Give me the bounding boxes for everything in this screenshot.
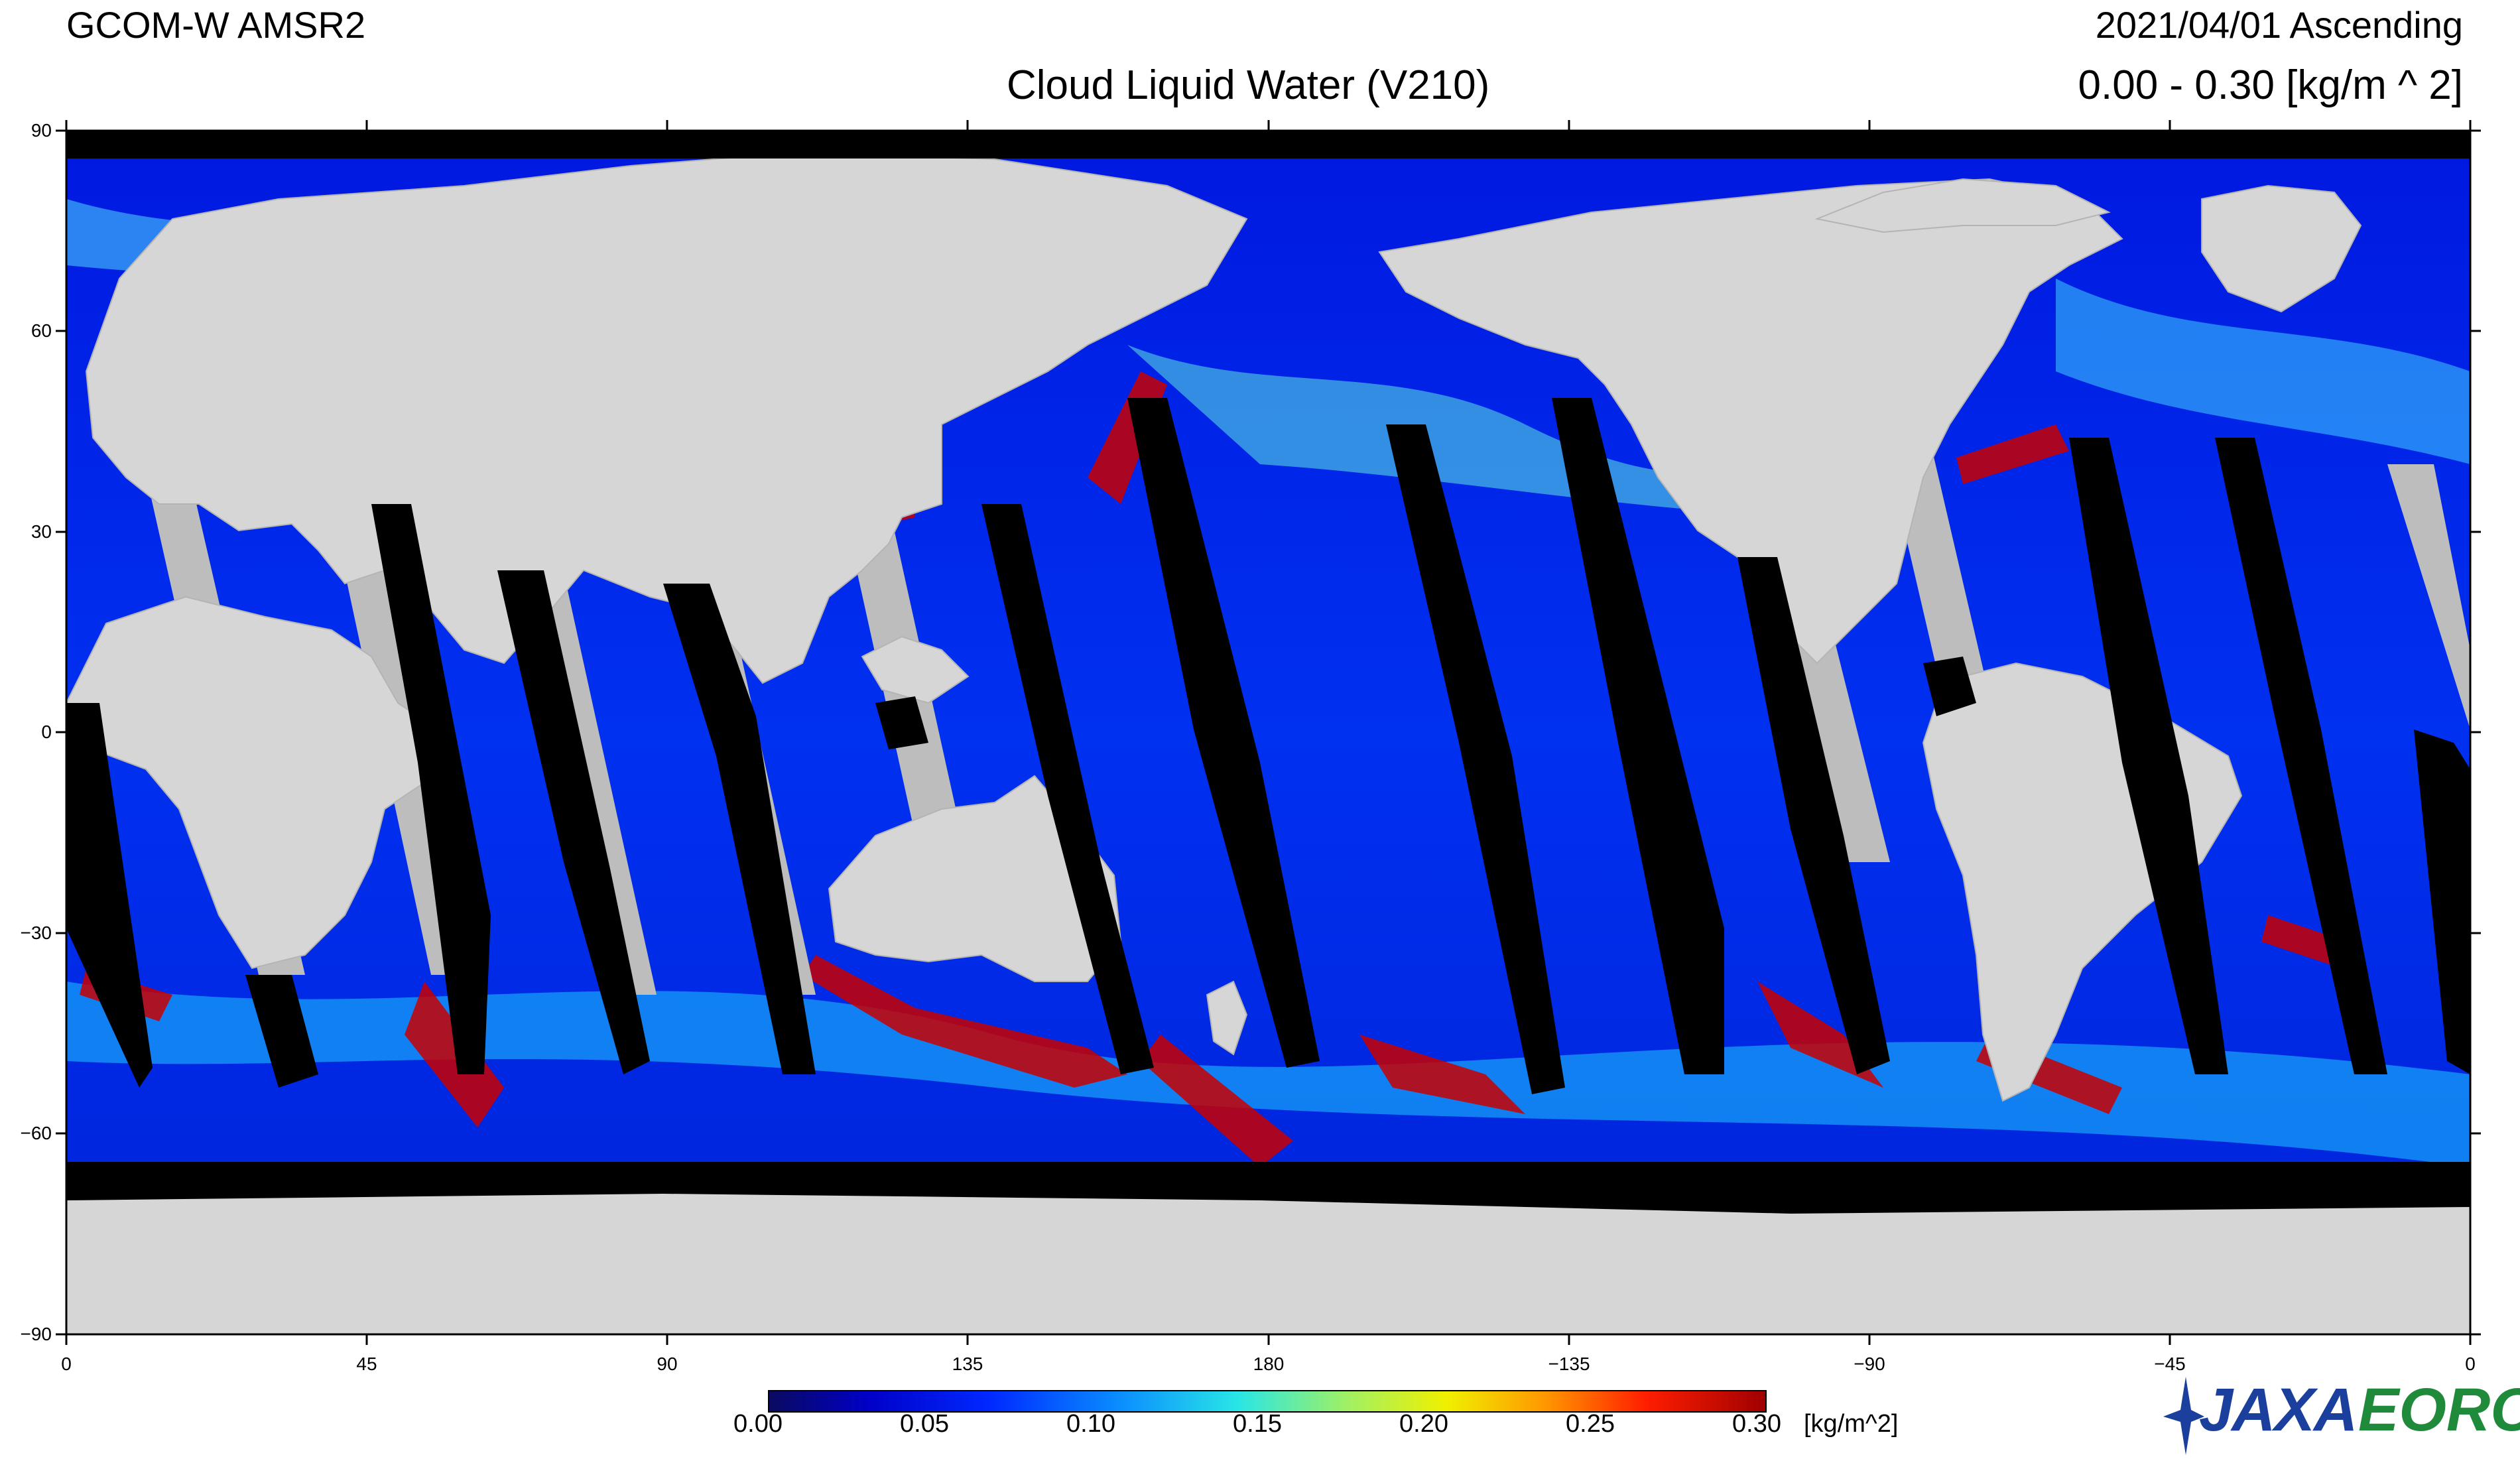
map-area: [66, 131, 2470, 1334]
lon-axis: [65, 120, 2472, 1345]
date-pass-label: 2021/04/01 Ascending: [2095, 4, 2463, 46]
lat-label-neg60: −60: [21, 1123, 52, 1143]
lat-label-60: 60: [31, 320, 52, 341]
map-title: Cloud Liquid Water (V210): [1007, 62, 1490, 108]
logo-jaxa-text: JAXA: [2199, 1376, 2358, 1444]
colorbar-unit: [kg/m^2]: [1804, 1410, 1899, 1438]
lat-label-0: 0: [41, 722, 52, 742]
lon-label-45: 45: [356, 1354, 377, 1374]
africa: [66, 596, 439, 970]
logo-eorc-text: EORC: [2358, 1376, 2520, 1444]
greenland: [2201, 184, 2362, 313]
lat-labels: 90 60 30 0 −30 −60 −90: [21, 120, 52, 1344]
colorbar: [768, 1390, 1767, 1413]
new-zealand: [1206, 980, 1248, 1056]
lon-label-neg135: −135: [1548, 1354, 1590, 1374]
colorbar-label-3: 0.15: [1233, 1410, 1282, 1438]
colorbar-label-4: 0.20: [1399, 1410, 1448, 1438]
arctic-islands: [1814, 178, 2111, 233]
value-range: 0.00 - 0.30 [kg/m ^ 2]: [2078, 62, 2464, 108]
lon-label-neg45: −45: [2154, 1354, 2186, 1374]
lat-label-neg30: −30: [21, 922, 52, 943]
colorbar-label-5: 0.25: [1566, 1410, 1615, 1438]
indonesia: [861, 635, 970, 704]
lat-label-neg90: −90: [21, 1324, 52, 1344]
lon-labels: 0 45 90 135 180 −135 −90 −45 0: [61, 1354, 2476, 1374]
satellite-label: GCOM-W AMSR2: [66, 4, 366, 46]
lon-label-135: 135: [952, 1354, 983, 1374]
jaxa-eorc-logo: JAXA EORC: [2159, 1370, 2520, 1456]
north-america: [1378, 178, 2123, 665]
colorbar-label-2: 0.10: [1066, 1410, 1115, 1438]
lon-label-0-end: 0: [2465, 1354, 2476, 1374]
colorbar-label-1: 0.05: [900, 1410, 949, 1438]
colorbar-label-6: 0.30: [1732, 1410, 1781, 1438]
lon-label-0: 0: [61, 1354, 72, 1374]
colorbar-label-0: 0.00: [733, 1410, 783, 1438]
jaxa-star-icon: [2163, 1377, 2204, 1455]
sea-ice-no-data: [66, 1162, 2470, 1214]
land-masses: [66, 151, 2470, 1334]
lon-label-180: 180: [1253, 1354, 1285, 1374]
lat-axis: [56, 129, 2481, 1336]
swath-gaps-ocean: [66, 398, 2470, 1094]
lat-label-90: 90: [31, 120, 52, 141]
lat-label-30: 30: [31, 521, 52, 542]
lon-label-90: 90: [657, 1354, 677, 1374]
arctic-no-data-band: [66, 131, 2470, 159]
lon-label-neg90: −90: [1854, 1354, 1885, 1374]
